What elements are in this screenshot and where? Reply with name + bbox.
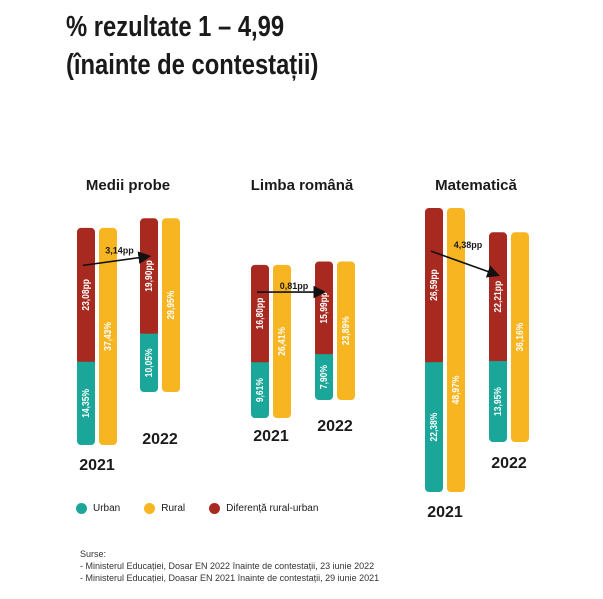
urban-bar-join-1-0 [251, 362, 269, 367]
diff-value-label-1-0: 16,80pp [255, 297, 266, 329]
rural-bar-2-1 [511, 232, 529, 442]
urban-bar-join-0-1 [140, 333, 158, 338]
year-label-0-0: 2021 [79, 457, 115, 474]
diff-bar-0-1 [140, 218, 158, 337]
urban-value-label-1-0: 9,61% [255, 378, 266, 402]
group-title-2: Matematică [435, 177, 517, 194]
diff-value-label-0-1: 19,90pp [144, 260, 155, 292]
urban-bar-0-0 [77, 361, 95, 445]
rural-bar-0-0 [99, 227, 117, 445]
legend-item-diff: Diferență rural-urban [209, 503, 318, 514]
urban-bar-join-1-1 [315, 354, 333, 359]
source-line-2022: - Ministerul Educației, Dosar EN 2022 în… [80, 561, 375, 571]
year-label-2-0: 2021 [427, 504, 463, 521]
urban-bar-1-0 [251, 362, 269, 418]
change-label-2: 4,38pp [454, 240, 483, 250]
diff-bar-0-0 [77, 227, 95, 365]
change-arrow-0 [82, 251, 152, 267]
year-label-0-1: 2022 [142, 431, 178, 448]
legend-item-rural: Rural [144, 503, 185, 514]
urban-bar-join-2-0 [425, 362, 443, 367]
diff-value-label-0-0: 23,08pp [81, 279, 92, 311]
chart-title-line-1: % rezultate 1 – 4,99 [66, 11, 285, 43]
legend-label-urban: Urban [93, 503, 121, 514]
sources: Surse: - Ministerul Educației, Dosar EN … [80, 548, 379, 584]
diff-value-label-2-0: 26,59pp [429, 269, 440, 301]
urban-value-label-0-1: 10,05% [144, 348, 155, 377]
diff-value-label-2-1: 22,21pp [493, 281, 504, 313]
diff-bar-1-0 [251, 264, 269, 366]
urban-bar-2-0 [425, 362, 443, 492]
year-label-1-0: 2021 [253, 428, 289, 445]
rural-bar-1-1 [337, 261, 355, 400]
year-label-2-1: 2022 [491, 455, 527, 472]
rural-value-label-1-1: 23,89% [341, 316, 352, 345]
rural-bar-2-0 [447, 207, 465, 492]
rural-value-label-2-0: 48,97% [451, 376, 462, 405]
legend: Urban Rural Diferență rural-urban [76, 503, 342, 514]
rural-bar-0-1 [162, 218, 180, 392]
change-label-0: 3,14pp [105, 245, 134, 255]
change-label-1: 0,81pp [280, 281, 309, 291]
rural-value-label-0-1: 29,95% [166, 291, 177, 320]
urban-bar-join-2-1 [489, 361, 507, 366]
urban-bar-1-1 [315, 354, 333, 400]
sources-heading: Surse: [80, 549, 107, 559]
diff-bar-2-0 [425, 207, 443, 366]
diff-bar-2-1 [489, 232, 507, 365]
group-title-1: Limba română [251, 177, 354, 194]
legend-item-urban: Urban [76, 503, 120, 514]
year-label-1-1: 2022 [317, 418, 353, 435]
change-arrow-2 [430, 250, 501, 278]
group-title-0: Medii probe [86, 177, 170, 194]
urban-value-label-2-1: 13,95% [493, 387, 504, 416]
urban-value-label-1-1: 7,90% [319, 365, 330, 389]
chart-title: % rezultate 1 – 4,99 (înainte de contest… [66, 8, 318, 84]
rural-value-label-2-1: 36,16% [515, 323, 526, 352]
urban-value-label-0-0: 14,35% [81, 389, 92, 418]
diff-bar-1-1 [315, 261, 333, 358]
legend-swatch-diff [209, 503, 221, 514]
legend-swatch-urban [76, 503, 87, 514]
rural-bar-1-0 [273, 264, 291, 418]
source-line-2021: - Ministerul Educației, Doasar EN 2021 î… [80, 573, 380, 583]
rural-value-label-0-0: 37,43% [103, 322, 114, 351]
diff-value-label-1-1: 15,99pp [319, 292, 330, 324]
legend-label-diff: Diferență rural-urban [226, 503, 319, 514]
chart-title-line-2: (înainte de contestații) [66, 49, 319, 81]
legend-swatch-rural [144, 503, 156, 514]
urban-bar-2-1 [489, 361, 507, 442]
rural-value-label-1-0: 26,41% [277, 327, 288, 356]
urban-bar-join-0-0 [77, 361, 95, 366]
legend-label-rural: Rural [161, 503, 186, 514]
urban-value-label-2-0: 22,38% [429, 413, 440, 442]
urban-bar-0-1 [140, 333, 158, 392]
